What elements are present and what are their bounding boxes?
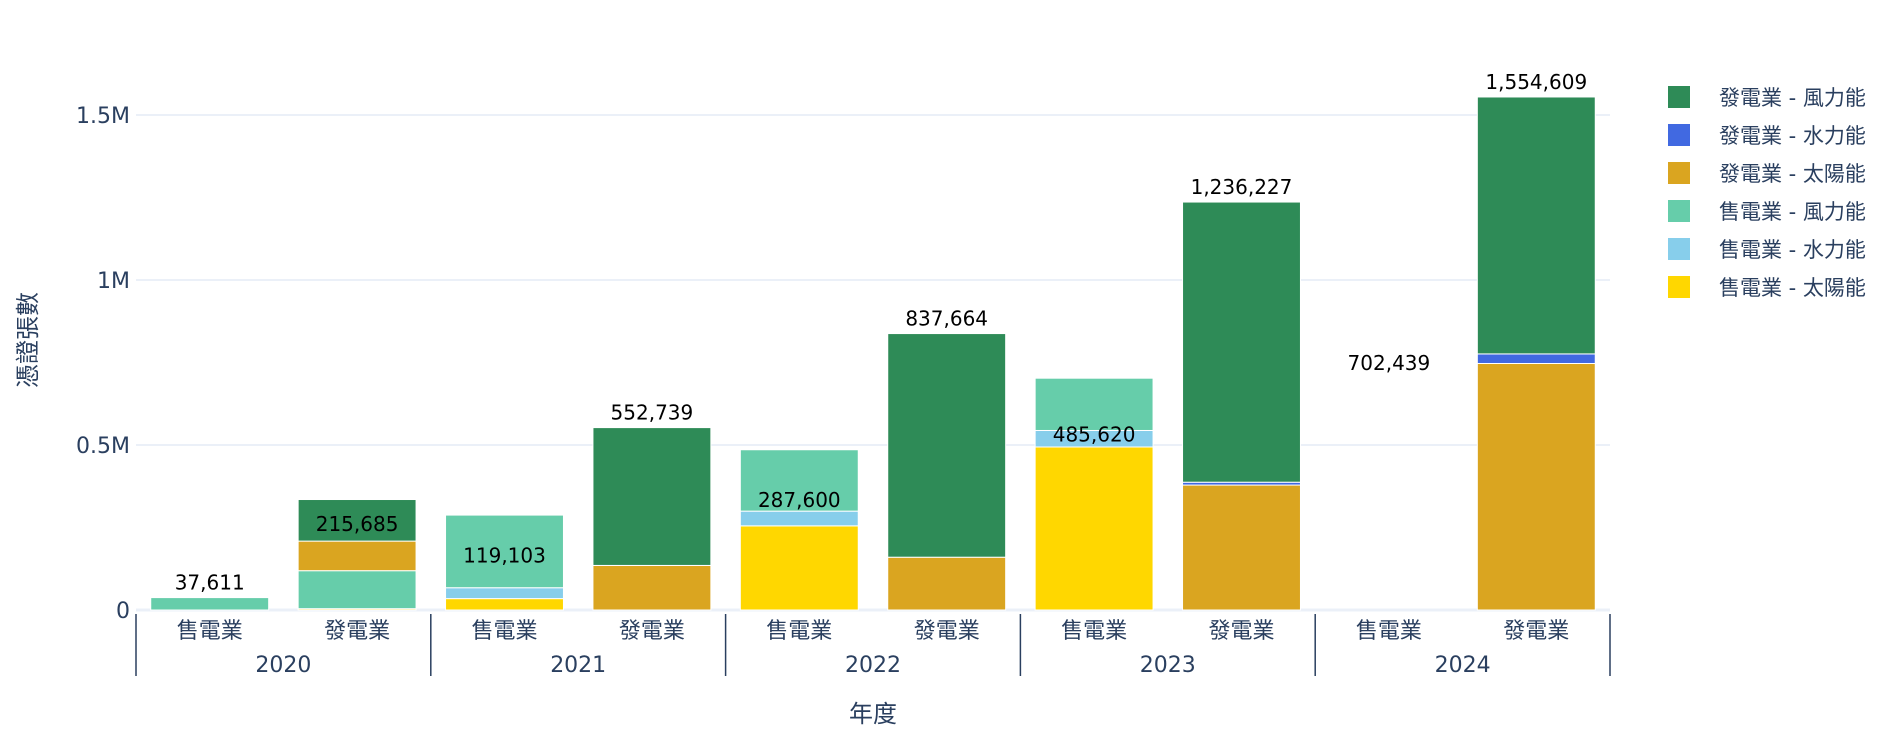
y-axis-title: 憑證張數 — [14, 292, 42, 388]
year-label: 2024 — [1435, 653, 1491, 678]
legend-swatch — [1668, 86, 1690, 108]
legend-label: 發電業 - 太陽能 — [1719, 162, 1866, 186]
total-label: 702,439 — [1348, 351, 1431, 375]
bar-segment — [297, 499, 417, 542]
bar-segment — [297, 570, 417, 610]
bar-segment — [739, 449, 859, 512]
bar-segment — [887, 333, 1007, 558]
y-tick-label: 1M — [97, 269, 130, 294]
bars — [150, 96, 1596, 611]
bar-segment — [445, 598, 564, 611]
x-tick-label: 發電業 — [324, 619, 390, 644]
x-tick-label: 售電業 — [1061, 619, 1127, 644]
total-label: 287,600 — [758, 488, 841, 512]
x-tick-label: 發電業 — [1208, 619, 1274, 644]
bar-segment — [1182, 201, 1301, 483]
total-label: 1,236,227 — [1191, 175, 1293, 199]
x-axis-title: 年度 — [849, 700, 897, 728]
legend-label: 售電業 - 太陽能 — [1719, 276, 1866, 300]
year-label: 2022 — [845, 653, 901, 678]
bar-segment — [445, 514, 564, 589]
bar-segment — [1182, 484, 1301, 611]
year-label: 2020 — [255, 653, 311, 678]
bar-segment — [1034, 446, 1154, 611]
year-label: 2023 — [1140, 653, 1196, 678]
x-tick-label: 發電業 — [1503, 619, 1569, 644]
total-label: 215,685 — [316, 512, 399, 536]
bar-segment — [1034, 377, 1154, 431]
bar-segment — [739, 525, 859, 611]
legend-swatch — [1668, 162, 1690, 184]
x-tick-label: 發電業 — [619, 619, 685, 644]
y-axis: 0 0.5M 1M 1.5M — [76, 104, 130, 624]
x-tick-label: 售電業 — [177, 619, 243, 644]
total-labels: 37,611 215,685 119,103 552,739 287,600 837,66… — [175, 70, 1587, 595]
bar-segment — [887, 556, 1007, 611]
legend-swatch — [1668, 238, 1690, 260]
bar-segment — [1476, 362, 1596, 611]
bar-segment — [1476, 353, 1596, 364]
total-label: 119,103 — [463, 544, 546, 568]
bar-segment — [297, 540, 417, 572]
legend-swatch — [1668, 124, 1690, 146]
total-label: 1,554,609 — [1485, 70, 1587, 94]
bar-segment — [739, 510, 859, 527]
legend-label: 發電業 - 水力能 — [1719, 124, 1866, 148]
year-label: 2021 — [550, 653, 606, 678]
total-label: 552,739 — [611, 401, 694, 425]
bar-segment — [1476, 96, 1596, 355]
legend-label: 售電業 - 風力能 — [1719, 200, 1866, 224]
x-tick-label: 售電業 — [1356, 619, 1422, 644]
total-label: 485,620 — [1053, 423, 1136, 447]
bar-segment — [150, 597, 270, 611]
y-tick-label: 1.5M — [76, 104, 130, 129]
bar-segment — [592, 427, 712, 566]
x-tick-label: 售電業 — [471, 619, 537, 644]
legend-label: 售電業 - 水力能 — [1719, 238, 1866, 262]
bar-segment — [445, 587, 564, 600]
y-tick-label: 0.5M — [76, 434, 130, 459]
x-tick-label: 售電業 — [766, 619, 832, 644]
legend-swatch — [1668, 200, 1690, 222]
total-label: 37,611 — [175, 571, 245, 595]
x-tick-label: 發電業 — [914, 619, 980, 644]
x-axis: 售電業 發電業 售電業 發電業 售電業 發電業 售電業 發電業 售電業 發電業 2020 2021 20… — [135, 614, 1611, 678]
bar-segment — [592, 564, 712, 611]
total-label: 837,664 — [905, 307, 988, 331]
legend-swatch — [1668, 276, 1690, 298]
y-tick-label: 0 — [116, 599, 130, 624]
legend-label: 發電業 - 風力能 — [1719, 86, 1866, 110]
